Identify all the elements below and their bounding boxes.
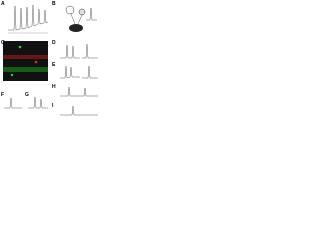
panel-label: I: [52, 103, 54, 109]
panel-c: [3, 41, 48, 81]
panel-label: A: [1, 1, 5, 7]
panel-label: B: [52, 1, 56, 7]
cell: [34, 60, 38, 64]
panel-label: H: [52, 84, 56, 90]
node: [65, 5, 75, 15]
panel-a: [8, 4, 49, 34]
trace: [60, 44, 80, 59]
panel-label: E: [52, 62, 56, 68]
node: [78, 8, 86, 16]
green-band: [3, 67, 48, 72]
trace: [60, 65, 80, 79]
panel-label: G: [25, 92, 29, 98]
trace: [86, 7, 97, 21]
panel-h: [60, 86, 98, 97]
red-band: [3, 55, 48, 59]
trace: [82, 65, 98, 79]
trace: [4, 97, 22, 109]
panel-f: [4, 97, 22, 109]
micrograph: [3, 41, 48, 81]
panel-labels: A B C D E F G H I: [1, 1, 56, 109]
panel-label: F: [1, 92, 4, 98]
cell: [18, 45, 22, 49]
panel-b: [65, 5, 97, 32]
trace: [82, 43, 98, 59]
node: [69, 24, 83, 32]
cell: [10, 73, 14, 77]
panel-label: D: [52, 40, 56, 46]
panel-g: [28, 96, 48, 109]
panel-i: [60, 105, 98, 116]
panel-label: C: [1, 40, 5, 46]
link: [70, 13, 76, 25]
figure: A B C D E F G H I: [1, 1, 98, 116]
panel-e: [60, 65, 98, 79]
trace: [8, 4, 49, 31]
trace: [60, 86, 98, 97]
link: [77, 14, 83, 25]
panel-d: [60, 43, 98, 59]
trace: [28, 96, 48, 109]
trace: [60, 105, 98, 116]
